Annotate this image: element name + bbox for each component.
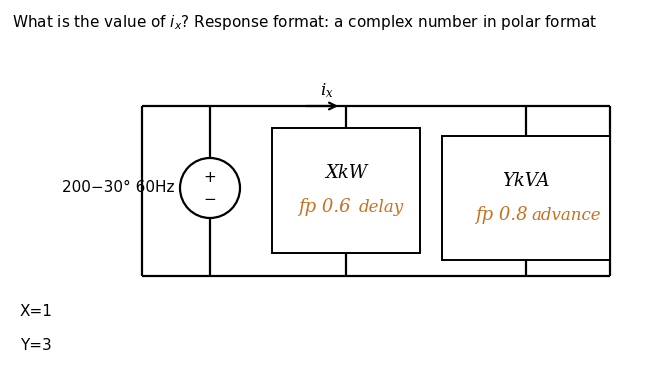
Bar [442, 136, 610, 260]
Text: fp 0.6: fp 0.6 [298, 198, 350, 217]
Text: YkVA: YkVA [502, 172, 550, 190]
Text: delay: delay [359, 199, 403, 216]
Text: fp 0.8: fp 0.8 [475, 206, 528, 224]
Text: XkW: XkW [325, 164, 367, 183]
Text: X=1: X=1 [20, 304, 53, 319]
Text: +: + [204, 170, 216, 186]
Text: advance: advance [532, 206, 600, 223]
Text: Y=3: Y=3 [20, 338, 52, 353]
Text: 200−30° 60Hz: 200−30° 60Hz [62, 181, 174, 195]
Bar [272, 128, 420, 253]
Text: $i_x$: $i_x$ [320, 81, 334, 100]
Text: −: − [204, 192, 216, 208]
Text: What is the value of $i_x$? Response format: a complex number in polar format: What is the value of $i_x$? Response for… [12, 13, 597, 32]
